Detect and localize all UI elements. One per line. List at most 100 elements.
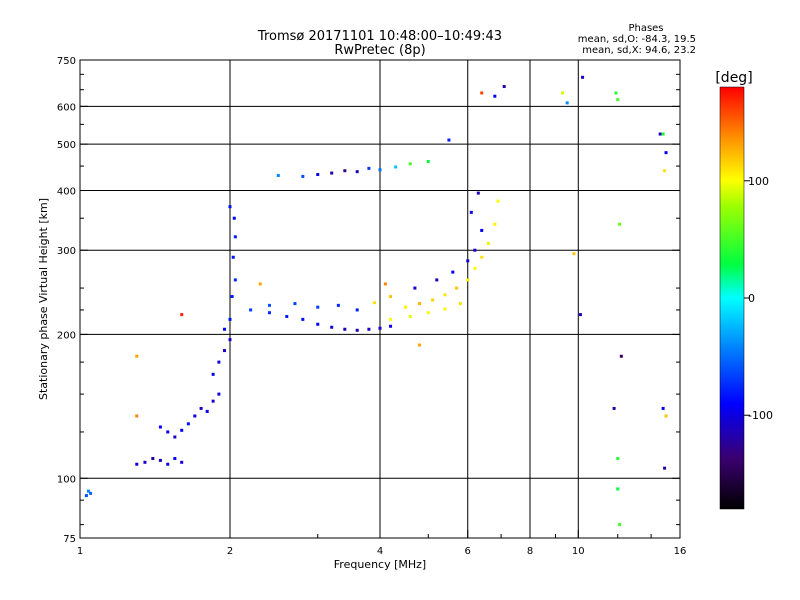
data-point [231, 255, 235, 259]
data-point [301, 317, 305, 321]
data-point [480, 91, 484, 95]
data-point [228, 338, 232, 342]
data-point [389, 295, 393, 299]
data-point [135, 462, 139, 466]
data-point [258, 282, 262, 286]
data-point [480, 228, 484, 232]
data-point [663, 466, 667, 470]
data-point [135, 414, 139, 418]
data-point [293, 302, 297, 306]
data-point [664, 414, 668, 418]
data-point [158, 425, 162, 429]
data-point [84, 494, 88, 498]
data-point [135, 354, 139, 358]
grid-lines [80, 60, 680, 538]
data-point [151, 456, 155, 460]
colorbar-tick-label: 0 [748, 292, 755, 305]
data-point [336, 303, 340, 307]
data-point [211, 399, 215, 403]
stats-o-line: mean, sd,O: -84.3, 19.5 [578, 34, 696, 45]
x-tick-label: 16 [674, 546, 687, 557]
data-point [561, 91, 565, 95]
data-point [426, 311, 430, 315]
data-point [86, 489, 90, 493]
data-point [612, 406, 616, 410]
data-point [403, 305, 407, 309]
data-point [180, 460, 184, 464]
data-point [394, 165, 398, 169]
data-point [267, 311, 271, 315]
data-point [217, 392, 221, 396]
data-point [89, 491, 93, 495]
data-point [316, 322, 320, 326]
data-point [301, 174, 305, 178]
data-point [232, 216, 236, 220]
y-tick-label: 100 [57, 474, 76, 485]
data-point [199, 406, 203, 410]
data-point [217, 360, 221, 364]
data-point [565, 101, 569, 105]
data-point [343, 327, 347, 331]
y-tick-label: 500 [57, 140, 76, 151]
y-tick-label: 75 [63, 534, 76, 545]
data-point [267, 303, 271, 307]
data-point [451, 270, 455, 274]
data-point [413, 286, 417, 290]
data-point [408, 162, 412, 166]
y-tick-label: 200 [57, 330, 76, 341]
y-tick-label: 600 [57, 102, 76, 113]
data-point [180, 428, 184, 432]
data-point [158, 458, 162, 462]
data-point [480, 255, 484, 259]
data-point [581, 75, 585, 79]
data-point [661, 132, 665, 136]
data-point [330, 171, 334, 175]
data-point [502, 85, 506, 89]
x-tick-label: 10 [572, 546, 585, 557]
x-axis-label: Frequency [MHz] [334, 558, 426, 571]
data-point [230, 295, 234, 299]
data-point [355, 328, 359, 332]
colorbar [719, 86, 745, 510]
data-point [249, 308, 253, 312]
data-point [373, 301, 377, 305]
data-point [443, 307, 447, 311]
data-point [223, 349, 227, 353]
data-point [233, 278, 237, 282]
data-point [664, 151, 668, 155]
data-point [228, 317, 232, 321]
data-point [417, 302, 421, 306]
data-point [233, 235, 237, 239]
y-axis-label: Stationary phase Virtual Height [km] [37, 198, 50, 400]
data-point [493, 222, 497, 226]
data-point [614, 91, 618, 95]
data-point [443, 293, 447, 297]
data-point [173, 456, 177, 460]
data-point [389, 317, 393, 321]
stats-heading: Phases [628, 23, 663, 34]
data-point [572, 252, 576, 256]
data-point [166, 462, 170, 466]
data-point [458, 302, 462, 306]
data-point [355, 308, 359, 312]
chart-title: Tromsø 20171101 10:48:00–10:49:43 [257, 29, 502, 44]
y-tick-label: 300 [57, 246, 76, 257]
data-point [367, 327, 371, 331]
data-point [661, 406, 665, 410]
data-point [455, 286, 459, 290]
data-point [616, 456, 620, 460]
data-point [616, 487, 620, 491]
data-point [193, 414, 197, 418]
data-point [435, 278, 439, 282]
data-point [447, 138, 451, 142]
data-point [276, 173, 280, 177]
y-tick-label: 400 [57, 186, 76, 197]
colorbar-ticks: 100 0 -100 [744, 175, 773, 422]
data-point [417, 343, 421, 347]
x-tick-label: 8 [527, 546, 533, 557]
colorbar-tick-label: -100 [748, 409, 773, 422]
x-tick-label: 6 [465, 546, 471, 557]
data-point [619, 354, 623, 358]
data-point [493, 94, 497, 98]
